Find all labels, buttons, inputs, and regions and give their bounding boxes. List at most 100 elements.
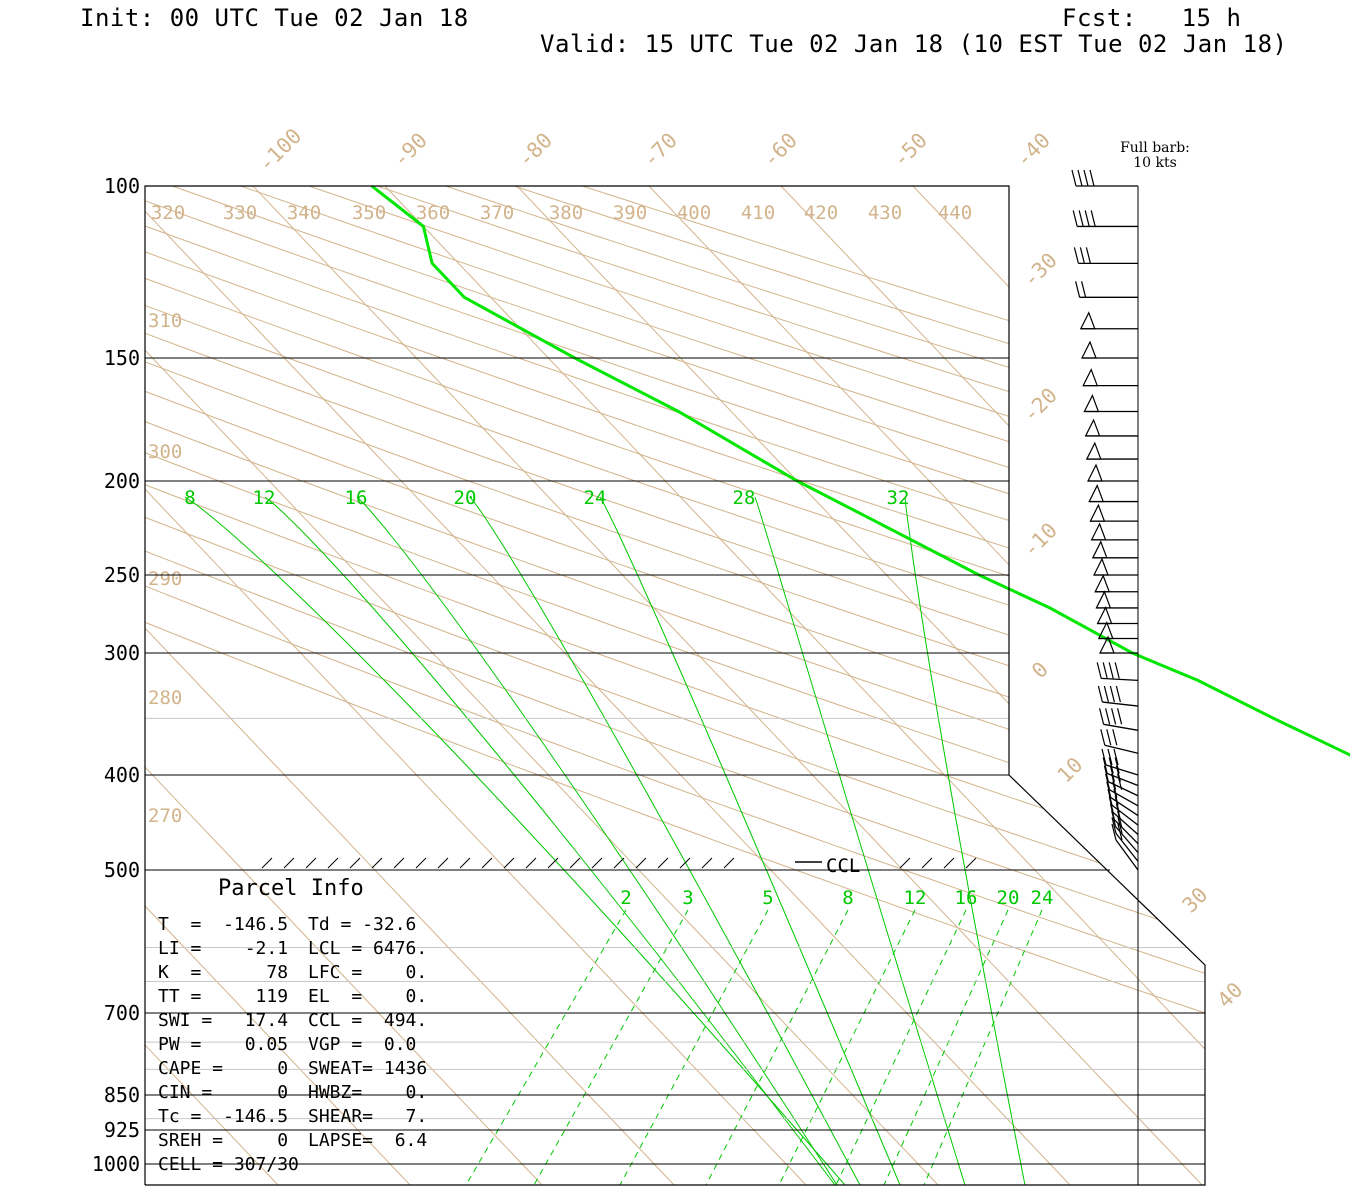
parcel-row: SWI = 17.4 CCL = 494. (158, 1010, 438, 1031)
moist-adiabat-label: 20 (454, 487, 477, 509)
isotherm-label: -60 (758, 128, 802, 172)
mixing-ratio-line (619, 909, 769, 1185)
dry-adiabat-line (445, 186, 1205, 1165)
moist-adiabat-line (599, 496, 901, 1185)
wind-barb (1095, 590, 1138, 609)
pressure-label-300: 300 (104, 641, 140, 665)
parcel-row: SREH = 0 LAPSE= 6.4 (158, 1130, 438, 1151)
isotherm-label: -100 (254, 124, 307, 177)
barb-legend-line2: 10 kts (1133, 155, 1177, 171)
wind-barb (1082, 368, 1138, 387)
parcel-row: PW = 0.05 VGP = 0.0 (158, 1034, 438, 1055)
wind-barb (1083, 394, 1138, 413)
theta-label: 370 (480, 202, 514, 224)
forecast-hour-label: Fcst: 15 h (1062, 4, 1242, 32)
theta-label: 350 (352, 202, 386, 224)
mixing-ratio-line (923, 909, 1043, 1185)
mixing-ratio-line (835, 909, 967, 1185)
hatch-mark (415, 857, 427, 869)
parcel-value: SWEAT= 1436 (308, 1058, 428, 1079)
moist-adiabat-label: 32 (887, 487, 910, 509)
isotherm-label: -30 (1018, 248, 1062, 292)
pressure-label-400: 400 (104, 763, 140, 787)
parcel-key: Tc = -146.5 (158, 1106, 289, 1127)
wind-barb (1094, 574, 1138, 593)
moist-adiabat-label: 8 (184, 487, 195, 509)
hatch-mark (261, 857, 273, 869)
mixing-ratio-line (533, 909, 689, 1185)
parcel-key: K = 78 (158, 962, 289, 983)
hatch-mark (393, 857, 405, 869)
wind-barb (1103, 765, 1139, 797)
theta-label: 310 (148, 310, 182, 332)
wind-barb (1079, 311, 1138, 330)
wind-barb (1107, 788, 1139, 826)
parcel-key: CELL = 307/30 (158, 1154, 299, 1175)
moist-adiabat-line (469, 496, 861, 1185)
wind-barb (1097, 685, 1139, 707)
plot-frame (144, 185, 1206, 1186)
isotherm-label: -20 (1018, 383, 1062, 427)
isotherm-line (648, 186, 1205, 1185)
parcel-row: CIN = 0 HWBZ= 0. (158, 1082, 438, 1103)
wind-barb (1081, 340, 1138, 359)
hatch-mark (569, 857, 581, 869)
isotherm-label: 10 (1053, 753, 1088, 788)
hatch-mark (613, 857, 625, 869)
parcel-value: Td = -32.6 (308, 914, 417, 935)
hatch-mark (481, 857, 493, 869)
isotherm-label: 30 (1178, 883, 1213, 918)
hatch-mark (679, 857, 691, 869)
theta-label: 420 (804, 202, 838, 224)
hatch-mark (525, 857, 537, 869)
mixing-ratio-label: 5 (762, 887, 773, 909)
wind-barb (1090, 522, 1138, 541)
parcel-value: LCL = 6476. (308, 938, 428, 959)
theta-label: 290 (148, 568, 182, 590)
isotherm-line (145, 186, 543, 1185)
pressure-label-100: 100 (104, 174, 140, 198)
mixing-ratio-label: 12 (904, 887, 927, 909)
moist-adiabat-line (356, 496, 838, 1185)
parcel-value: EL = 0. (308, 986, 428, 1007)
isotherm-line (252, 186, 1203, 1185)
wind-barb (1073, 247, 1138, 264)
mixing-ratio-label: 16 (955, 887, 978, 909)
isotherm-line (1309, 186, 1350, 1185)
isotherm-line (780, 186, 1205, 1185)
isotherm-label: 0 (1027, 657, 1053, 683)
parcel-key: CAPE = 0 (158, 1058, 289, 1079)
parcel-key: TT = 119 (158, 986, 289, 1007)
dry-adiabat-line (513, 186, 1205, 1165)
hatch-mark (547, 857, 559, 869)
theta-label: 440 (938, 202, 972, 224)
theta-label: 280 (148, 687, 182, 709)
wind-barb (1093, 557, 1138, 576)
wind-barb (1099, 708, 1139, 731)
dry-adiabat-line (145, 186, 1205, 1165)
wind-barb (1091, 540, 1138, 559)
isotherm-label: -40 (1011, 128, 1055, 172)
moist-adiabat-label: 28 (733, 487, 756, 509)
parcel-key: CIN = 0 (158, 1082, 289, 1103)
parcel-value: SHEAR= 7. (308, 1106, 428, 1127)
theta-label: 330 (223, 202, 257, 224)
parcel-value: CCL = 494. (308, 1010, 428, 1031)
wind-barb (1096, 662, 1139, 682)
theta-label: 390 (613, 202, 647, 224)
isotherm-line (145, 186, 807, 1185)
wind-barb (1087, 463, 1138, 482)
pressure-label-200: 200 (104, 469, 140, 493)
hatch-mark (349, 857, 361, 869)
wind-barb (1101, 748, 1139, 776)
hatch-mark (723, 857, 735, 869)
wind-barb (1071, 169, 1138, 187)
hatch-mark (327, 857, 339, 869)
valid-time-label: Valid: 15 UTC Tue 02 Jan 18 (10 EST Tue … (540, 30, 1288, 58)
hatch-mark (591, 857, 603, 869)
mixing-ratio-line (705, 909, 849, 1185)
isotherm-label: -70 (638, 128, 682, 172)
mixing-ratio-label: 2 (620, 887, 631, 909)
parcel-value: VGP = 0.0 (308, 1034, 417, 1055)
